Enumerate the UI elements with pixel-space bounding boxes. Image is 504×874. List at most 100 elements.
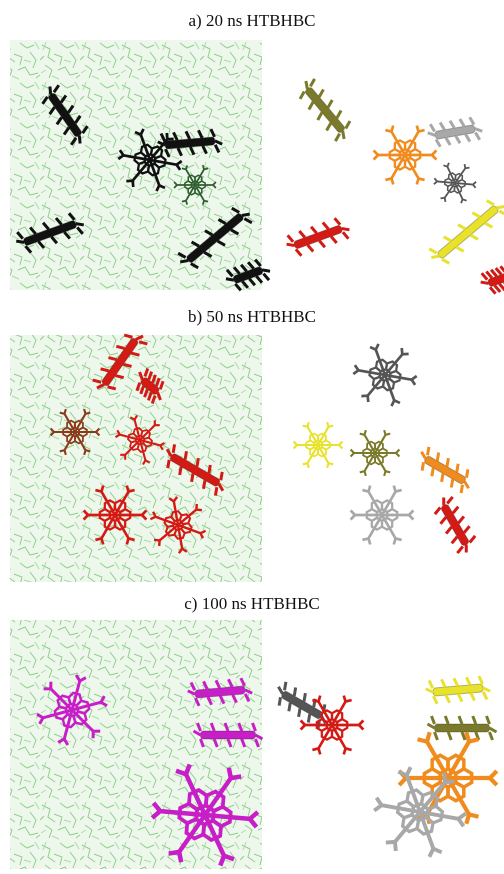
side-chain bbox=[149, 511, 157, 521]
ring bbox=[61, 713, 77, 729]
side-chain bbox=[153, 538, 161, 547]
side-chain bbox=[440, 678, 451, 704]
side-chain bbox=[212, 181, 217, 189]
ring bbox=[103, 499, 117, 514]
side-chain bbox=[488, 769, 499, 787]
side-chain bbox=[440, 457, 450, 483]
side-chain bbox=[442, 772, 455, 785]
core bbox=[434, 723, 490, 733]
side-chain bbox=[83, 408, 91, 415]
side-chain bbox=[428, 247, 451, 265]
ring bbox=[371, 375, 386, 390]
side-chain bbox=[227, 678, 238, 704]
side-chain bbox=[254, 258, 271, 282]
side-chain bbox=[184, 130, 196, 156]
side-chain bbox=[209, 722, 219, 748]
side-chain bbox=[392, 537, 402, 545]
side-chain bbox=[383, 429, 391, 436]
side-chain bbox=[302, 462, 310, 469]
side-chain bbox=[463, 163, 470, 170]
side-chain bbox=[125, 485, 135, 493]
side-chain bbox=[312, 747, 322, 755]
side-chain bbox=[114, 429, 121, 438]
side-chain bbox=[457, 223, 479, 241]
side-chain bbox=[214, 679, 226, 705]
side-chain bbox=[277, 681, 288, 706]
side-chain bbox=[43, 681, 53, 691]
side-chain bbox=[480, 272, 497, 295]
ring bbox=[400, 812, 421, 834]
side-chain bbox=[126, 179, 135, 188]
ring bbox=[405, 788, 425, 809]
core bbox=[164, 136, 216, 150]
side-chain bbox=[226, 767, 242, 781]
side-chain bbox=[172, 131, 183, 157]
side-chain bbox=[408, 509, 415, 521]
ring bbox=[129, 440, 140, 451]
side-chain bbox=[297, 692, 307, 718]
side-chain bbox=[48, 94, 68, 115]
side-chain bbox=[298, 230, 315, 253]
side-chain bbox=[464, 812, 480, 825]
ring bbox=[309, 446, 319, 458]
side-chain bbox=[287, 687, 298, 712]
molecule-edge bbox=[15, 212, 85, 254]
side-chain bbox=[62, 115, 82, 136]
side-chain bbox=[342, 695, 352, 703]
side-chain bbox=[321, 221, 338, 244]
ring bbox=[66, 433, 76, 445]
ring bbox=[136, 160, 151, 175]
side-chain bbox=[430, 452, 441, 477]
side-chain bbox=[96, 334, 144, 390]
side-chain bbox=[372, 149, 379, 161]
molecule-face bbox=[373, 766, 467, 858]
side-chain bbox=[251, 722, 260, 748]
side-chain bbox=[181, 165, 189, 171]
molecule-edge bbox=[298, 78, 352, 142]
side-chain bbox=[99, 695, 108, 708]
side-chain bbox=[452, 677, 464, 703]
side-chain bbox=[431, 149, 438, 161]
side-chain bbox=[302, 421, 310, 428]
side-chain bbox=[237, 722, 247, 748]
side-chain bbox=[134, 128, 145, 136]
side-chain bbox=[202, 464, 212, 490]
side-chain bbox=[420, 451, 470, 489]
side-chain bbox=[91, 729, 101, 739]
ring bbox=[366, 440, 376, 452]
side-chain bbox=[326, 421, 334, 428]
molecule-face bbox=[349, 429, 401, 477]
side-chain bbox=[444, 515, 466, 535]
side-chain bbox=[48, 86, 82, 144]
side-chain bbox=[438, 121, 452, 146]
ring bbox=[446, 183, 456, 194]
side-chain bbox=[157, 139, 223, 147]
molecule-face bbox=[433, 162, 477, 204]
core bbox=[487, 273, 504, 287]
molecule-edge bbox=[187, 677, 253, 707]
side-chain bbox=[464, 731, 480, 744]
side-chain bbox=[55, 104, 75, 126]
side-chain bbox=[142, 459, 151, 466]
ring bbox=[320, 726, 334, 741]
ring bbox=[103, 516, 117, 531]
side-chain bbox=[410, 374, 418, 386]
side-chain bbox=[457, 715, 467, 741]
side-chain bbox=[415, 177, 425, 185]
side-chain bbox=[175, 763, 192, 777]
side-chain bbox=[369, 343, 380, 351]
side-chain bbox=[95, 427, 101, 437]
side-chain bbox=[165, 132, 174, 141]
panel-caption: c) 100 ns HTBHBC bbox=[184, 594, 320, 613]
side-chain bbox=[342, 747, 352, 755]
side-chain bbox=[223, 722, 233, 748]
side-chain bbox=[59, 449, 67, 456]
side-chain bbox=[304, 80, 346, 140]
side-chain bbox=[465, 676, 476, 702]
side-chain bbox=[383, 470, 391, 477]
side-chain bbox=[190, 240, 213, 258]
side-chain bbox=[361, 394, 370, 403]
side-chain bbox=[41, 221, 59, 245]
ring bbox=[56, 694, 72, 710]
